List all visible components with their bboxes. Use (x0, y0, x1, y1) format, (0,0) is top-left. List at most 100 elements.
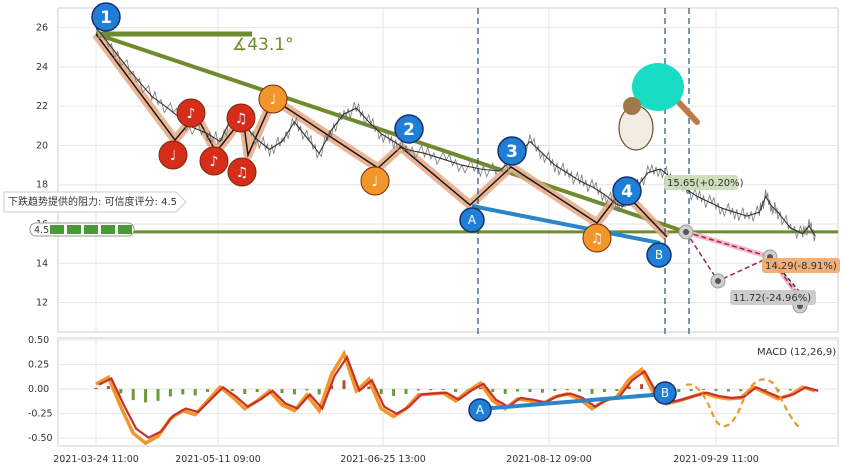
macd-histogram-bar (255, 389, 259, 392)
macd-histogram-bar (94, 387, 98, 390)
mascot-head (623, 97, 641, 115)
macd-divergence-b: B (653, 381, 677, 405)
macd-histogram-bar (516, 389, 520, 392)
macd-histogram-bar (193, 389, 197, 396)
music-note-icon: ♫ (227, 157, 257, 187)
macd-histogram-bar (677, 389, 681, 392)
macd-histogram-bar (280, 389, 284, 393)
music-note-icon: ♫ (226, 103, 256, 133)
score-star-icon (67, 225, 81, 234)
wave-marker-2: 2 (394, 114, 424, 144)
support-label-text: 下跌趋势提供的阻力: 可信度评分: 4.5 (8, 195, 177, 208)
callout-target-1-text: 15.65(+0.20%) (667, 178, 744, 189)
music-note-icon-icon: ♪ (187, 106, 196, 122)
wave-marker-4: 4 (612, 176, 642, 206)
score-badge: 4.5 (29, 222, 135, 237)
macd-histogram-bar (726, 389, 730, 392)
wave-marker-3: 3 (497, 136, 527, 166)
score-badge-value: 4.5 (34, 225, 49, 236)
macd-histogram-bar (454, 389, 458, 392)
x-tick-label: 2021-08-12 09:00 (506, 454, 592, 465)
music-note-icon-icon: ♩ (372, 174, 379, 190)
callout-target-2: 14.29(-8.91%) (762, 258, 840, 273)
macd-histogram-bar (640, 384, 644, 390)
x-tick-label: 2021-05-11 09:00 (175, 454, 261, 465)
wave-marker-3-label: 3 (506, 142, 518, 162)
music-note-icon: ♪ (199, 146, 229, 176)
macd-histogram-bar (168, 389, 172, 397)
music-note-icon-circle (176, 98, 206, 128)
paddle-head (632, 63, 684, 111)
macd-histogram-bar (702, 389, 706, 391)
music-note-icon: ♩ (158, 140, 188, 170)
music-note-icon-circle (226, 103, 256, 133)
score-star-icon (84, 225, 98, 234)
music-note-icon-icon: ♩ (270, 92, 277, 108)
macd-histogram-bar (206, 389, 210, 392)
macd-histogram-bar (404, 389, 408, 394)
music-note-icon: ♩ (258, 84, 288, 114)
macd-divergence-a-label: A (476, 403, 485, 417)
score-star-icon (50, 225, 64, 234)
macd-histogram-bar (131, 389, 135, 401)
macd-histogram-bar (627, 386, 631, 390)
music-note-icon: ♫ (582, 223, 612, 253)
macd-histogram-bar (317, 389, 321, 395)
macd-histogram-bar (602, 389, 606, 392)
macd-histogram-bar (379, 389, 383, 394)
x-tick-label: 2021-09-29 11:00 (673, 454, 759, 465)
price-divergence-a: A (459, 207, 485, 233)
price-ytick-label: 12 (36, 298, 48, 309)
music-note-icon-circle (360, 166, 390, 196)
price-divergence-line (471, 204, 661, 245)
price-divergence-a-label: A (468, 213, 477, 227)
macd-histogram-bar (144, 389, 148, 403)
macd-histogram-bar (478, 387, 482, 390)
trend-angle-label: ∡43.1° (232, 35, 294, 55)
macd-ytick-label: 0.50 (28, 335, 49, 346)
price-ytick-label: 22 (36, 101, 48, 112)
music-note-icon-icon: ♩ (170, 148, 177, 164)
macd-histogram-bar (764, 389, 768, 391)
music-note-icon-icon: ♫ (235, 111, 248, 127)
x-tick-label: 2021-03-24 11:00 (53, 454, 139, 465)
price-divergence-b-label: B (655, 248, 663, 262)
macd-histogram-bar (119, 389, 123, 394)
price-divergence-b: B (646, 242, 672, 268)
music-note-icon-circle (582, 223, 612, 253)
mascot-illustration (618, 63, 700, 151)
macd-histogram-bar (565, 389, 569, 391)
macd-divergence-a: A (468, 398, 492, 422)
macd-panel: 0.50 0.25 0.00 -0.25 -0.50 A B MACD (12,26,9) (28, 335, 839, 447)
music-note-icon-circle (258, 84, 288, 114)
music-note-icon-circle (227, 157, 257, 187)
macd-histogram-bar (491, 389, 495, 392)
macd-histogram-bar (106, 386, 110, 390)
callout-target-1-box (664, 175, 738, 190)
price-ytick-label: 26 (36, 23, 48, 34)
music-note-icon: ♩ (360, 166, 390, 196)
wave-marker-1-circle (91, 2, 121, 32)
price-ytick-label: 20 (36, 140, 48, 151)
price-ytick-label: 14 (36, 258, 48, 269)
macd-histogram-bar (292, 389, 296, 395)
macd-histogram-bar (367, 386, 371, 390)
callout-target-2-text: 14.29(-8.91%) (765, 261, 837, 272)
macd-histogram-bar (181, 389, 185, 395)
price-divergence-b-circle (646, 242, 672, 268)
macd-histogram-bar (416, 389, 420, 391)
wave-marker-3-circle (497, 136, 527, 166)
wave-marker-1-label: 1 (100, 8, 112, 28)
macd-histogram-bar (429, 389, 433, 391)
wave-marker-2-label: 2 (403, 120, 415, 140)
macd-ytick-label: -0.50 (28, 433, 53, 444)
macd-histogram-bar (342, 380, 346, 390)
support-resistance-label: 下跌趋势提供的阻力: 可信度评分: 4.5 (3, 191, 187, 213)
macd-histogram-bar (540, 389, 544, 393)
music-note-icon-circle (158, 140, 188, 170)
wave-marker-4-label: 4 (621, 182, 633, 202)
macd-histogram-bar (553, 389, 557, 392)
macd-divergence-line (479, 392, 666, 411)
macd-ytick-label: 0.25 (28, 360, 49, 371)
